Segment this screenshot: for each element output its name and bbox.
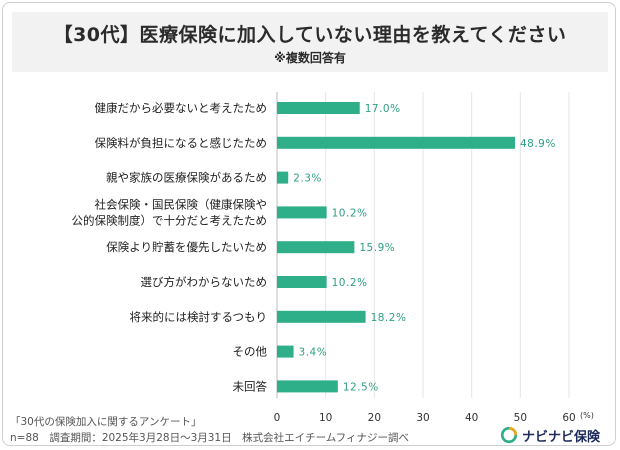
brand-name: ナビナビ保険 (522, 429, 601, 445)
bar (277, 102, 360, 114)
category-label: 将来的には検討するつもり (129, 310, 267, 324)
survey-name: 「30代の保険加入に関するアンケート」 (10, 416, 202, 428)
bar (277, 136, 515, 149)
x-tick-label: 60 (562, 412, 575, 424)
x-axis-unit: (%) (580, 411, 594, 420)
x-tick-label: 50 (514, 412, 527, 424)
bar (277, 206, 327, 219)
category-label: 保険料が負担になると感じたため (95, 136, 268, 150)
x-tick-label: 10 (319, 412, 332, 424)
bar-value-label: 3.4% (299, 347, 328, 359)
category-label: 社会保険・国民保険（健康保険や (95, 197, 268, 211)
category-label: 公的保険制度）で十分だと考えたため (72, 213, 268, 227)
bar-value-label: 17.0% (365, 103, 401, 115)
bar-value-label: 15.9% (359, 242, 395, 254)
bar (277, 276, 327, 288)
category-label: その他 (233, 345, 268, 359)
category-label: 未回答 (233, 379, 268, 393)
navinavi-logo-icon (500, 426, 518, 444)
brand: ナビナビ保険 (500, 425, 600, 445)
x-tick-label: 20 (368, 412, 381, 424)
chart-title: 【30代】医療保険に加入していない理由を教えてください (53, 24, 567, 46)
x-tick-label: 0 (274, 412, 281, 424)
chart-frame (2, 2, 616, 446)
chart-header: 【30代】医療保険に加入していない理由を教えてください ※複数回答有 (12, 12, 608, 72)
bar-value-label: 18.2% (371, 312, 407, 324)
category-label: 健康だから必要ないと考えたため (95, 101, 268, 115)
bar-value-label: 10.2% (332, 277, 368, 289)
bar-value-label: 12.5% (343, 381, 379, 393)
x-tick-label: 40 (465, 412, 478, 424)
bar (277, 171, 289, 184)
bar (277, 310, 366, 323)
category-label: 保険より貯蓄を優先したいため (106, 240, 267, 254)
category-label: 親や家族の医療保険があるため (106, 171, 267, 185)
survey-info: n=88 調査期間：2025年3月28日～3月31日 株式会社エイチームフィナジ… (10, 432, 409, 444)
x-tick-label: 30 (416, 412, 429, 424)
bar (277, 380, 338, 393)
bar (277, 345, 294, 358)
chart-subtitle: ※複数回答有 (274, 51, 346, 65)
bar-value-label: 2.3% (293, 173, 322, 185)
bar (277, 241, 355, 254)
category-label: 選び方がわからないため (141, 275, 268, 289)
bar-value-label: 48.9% (520, 138, 556, 150)
bar-value-label: 10.2% (332, 207, 368, 219)
